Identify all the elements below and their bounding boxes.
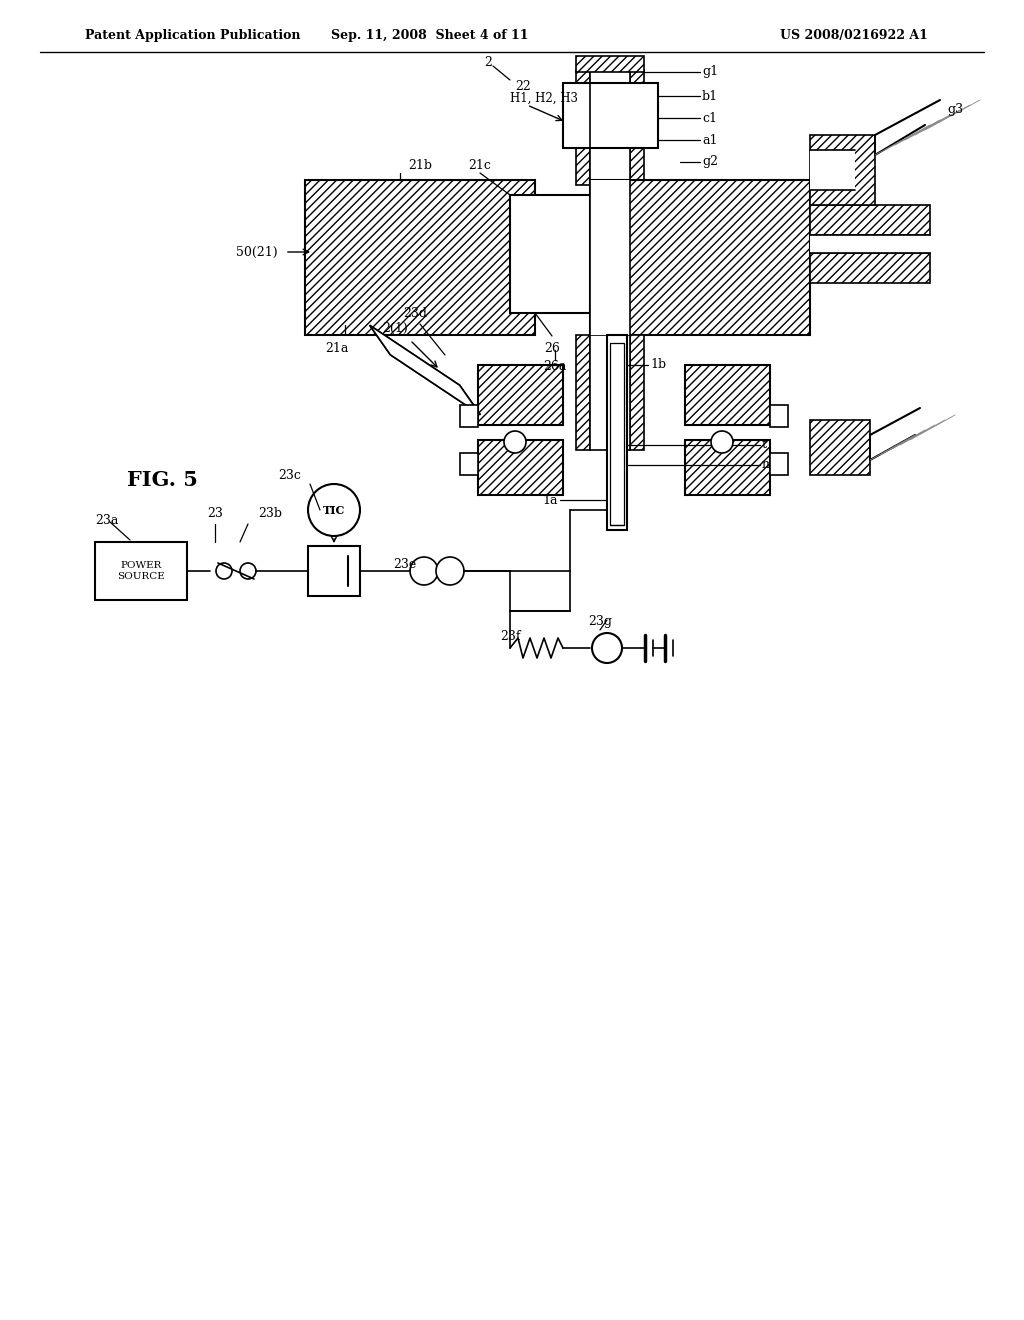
- Polygon shape: [370, 325, 480, 414]
- Bar: [460, 453, 478, 475]
- Text: Sep. 11, 2008  Sheet 4 of 11: Sep. 11, 2008 Sheet 4 of 11: [331, 29, 528, 41]
- Bar: [478, 440, 563, 495]
- Text: g3: g3: [947, 103, 964, 116]
- Circle shape: [711, 432, 733, 453]
- Circle shape: [504, 432, 526, 453]
- Text: 1b: 1b: [650, 359, 667, 371]
- Bar: [630, 70, 644, 185]
- Text: 23g: 23g: [588, 615, 612, 628]
- Bar: [575, 335, 590, 450]
- Text: a1: a1: [702, 133, 718, 147]
- Bar: [810, 235, 930, 253]
- Bar: [563, 83, 658, 148]
- Text: b1: b1: [702, 90, 718, 103]
- Text: g2: g2: [702, 156, 718, 169]
- Text: H1, H2, H3: H1, H2, H3: [510, 91, 578, 104]
- Bar: [810, 135, 874, 205]
- Bar: [575, 70, 590, 185]
- Text: 2: 2: [484, 55, 492, 69]
- Bar: [630, 335, 644, 450]
- Text: 23b: 23b: [258, 507, 282, 520]
- Bar: [575, 55, 644, 73]
- Text: t: t: [762, 438, 767, 451]
- Text: 26: 26: [544, 342, 560, 355]
- Bar: [607, 335, 627, 531]
- Bar: [95, 543, 187, 601]
- Circle shape: [240, 564, 256, 579]
- Text: 21a: 21a: [326, 342, 349, 355]
- Bar: [770, 453, 788, 475]
- Bar: [478, 366, 563, 425]
- Text: 23d: 23d: [403, 308, 427, 319]
- Text: FIG. 5: FIG. 5: [127, 470, 198, 490]
- Bar: [610, 343, 624, 525]
- Bar: [810, 253, 930, 282]
- Text: 50(21): 50(21): [237, 246, 278, 259]
- Text: 26a: 26a: [544, 360, 566, 374]
- Polygon shape: [370, 325, 480, 414]
- Text: 22: 22: [515, 79, 530, 92]
- Text: 21c: 21c: [468, 158, 490, 172]
- Text: US 2008/0216922 A1: US 2008/0216922 A1: [780, 29, 928, 41]
- Circle shape: [410, 557, 438, 585]
- Circle shape: [308, 484, 360, 536]
- Bar: [685, 440, 770, 495]
- Bar: [510, 195, 590, 313]
- Text: 23a: 23a: [95, 513, 119, 527]
- Bar: [590, 335, 630, 450]
- Bar: [590, 180, 630, 335]
- Bar: [685, 366, 770, 425]
- Bar: [590, 180, 810, 335]
- Text: 23e: 23e: [393, 558, 417, 572]
- Text: g1: g1: [702, 66, 718, 78]
- Circle shape: [216, 564, 232, 579]
- Text: TIC: TIC: [323, 504, 345, 516]
- Text: 23f: 23f: [500, 630, 520, 643]
- Text: 23: 23: [207, 507, 223, 520]
- Circle shape: [436, 557, 464, 585]
- Text: Patent Application Publication: Patent Application Publication: [85, 29, 300, 41]
- Bar: [810, 150, 855, 190]
- Bar: [305, 180, 535, 335]
- Text: c1: c1: [702, 111, 717, 124]
- Text: A: A: [602, 642, 611, 655]
- Circle shape: [592, 634, 622, 663]
- Bar: [810, 420, 870, 475]
- Bar: [460, 405, 478, 426]
- Text: m: m: [762, 458, 774, 471]
- Bar: [810, 205, 930, 235]
- Bar: [770, 405, 788, 426]
- Bar: [590, 70, 630, 185]
- Text: 21b: 21b: [408, 158, 432, 172]
- Bar: [308, 546, 360, 597]
- Text: POWER
SOURCE: POWER SOURCE: [117, 561, 165, 581]
- Text: 1a: 1a: [543, 494, 558, 507]
- Text: 2(1): 2(1): [382, 322, 408, 335]
- Text: 23c: 23c: [279, 469, 301, 482]
